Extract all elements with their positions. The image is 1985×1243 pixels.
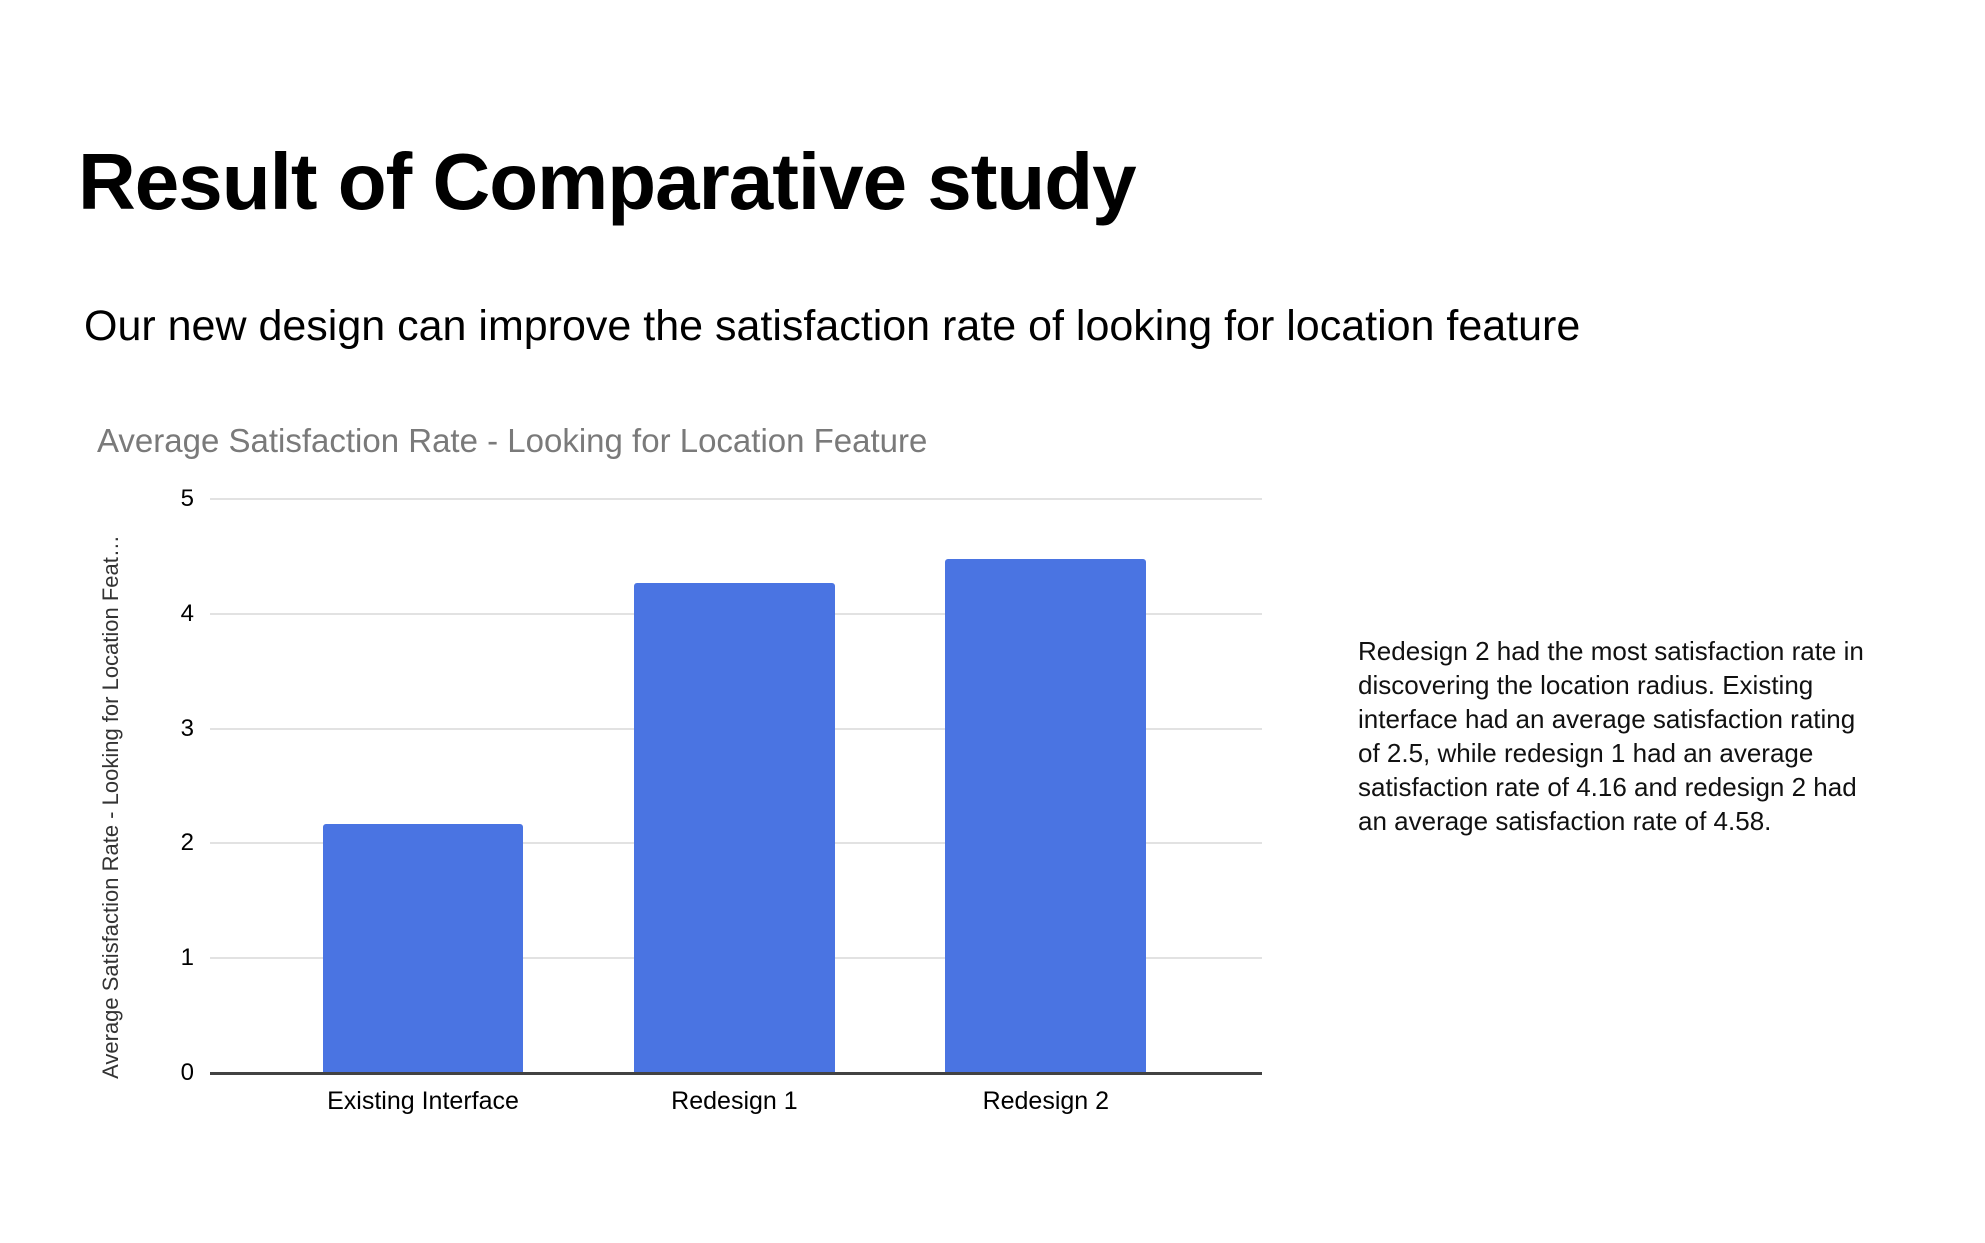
slide-title: Result of Comparative study — [78, 136, 1137, 226]
x-category-label: Redesign 1 — [671, 1087, 798, 1115]
y-tick-label: 3 — [180, 714, 194, 742]
annotation-line: discovering the location radius. Existin… — [1358, 670, 1814, 700]
y-tick-label: 2 — [180, 829, 194, 857]
plot-area: 5 4 3 2 1 0 Existing Interface Redesign 1 Redesi… — [181, 485, 1262, 1115]
bar-chart: Average Satisfaction Rate - Looking for … — [60, 410, 1280, 1150]
bar-existing-interface — [322, 823, 524, 1073]
y-axis-label: Average Satisfaction Rate - Looking for … — [98, 535, 123, 1079]
y-tick-label: 0 — [180, 1059, 194, 1086]
x-category-label: Redesign 2 — [982, 1087, 1110, 1115]
annotation-line: Redesign 2 had the most satisfaction rat… — [1358, 636, 1864, 666]
y-tick-label: 5 — [180, 485, 194, 512]
slide-subtitle: Our new design can improve the satisfact… — [84, 302, 1581, 350]
y-tick-label: 1 — [180, 944, 194, 972]
annotation-text: Redesign 2 had the most satisfaction rat… — [1358, 634, 1968, 838]
annotation-line: an average satisfaction rate of 4.58. — [1358, 806, 1772, 836]
x-category-label: Existing Interface — [327, 1087, 519, 1115]
x-axis-line — [210, 1072, 1262, 1075]
bar-redesign-1 — [633, 582, 835, 1073]
annotation-line: of 2.5, while redesign 1 had an average — [1358, 738, 1814, 768]
chart-title: Average Satisfaction Rate - Looking for … — [97, 422, 928, 459]
annotation-line: satisfaction rate of 4.16 and redesign 2… — [1358, 772, 1857, 802]
annotation-line: interface had an average satisfaction ra… — [1358, 704, 1856, 734]
gridline — [210, 498, 1262, 500]
bar-redesign-2 — [945, 558, 1147, 1073]
y-tick-label: 4 — [180, 599, 194, 627]
